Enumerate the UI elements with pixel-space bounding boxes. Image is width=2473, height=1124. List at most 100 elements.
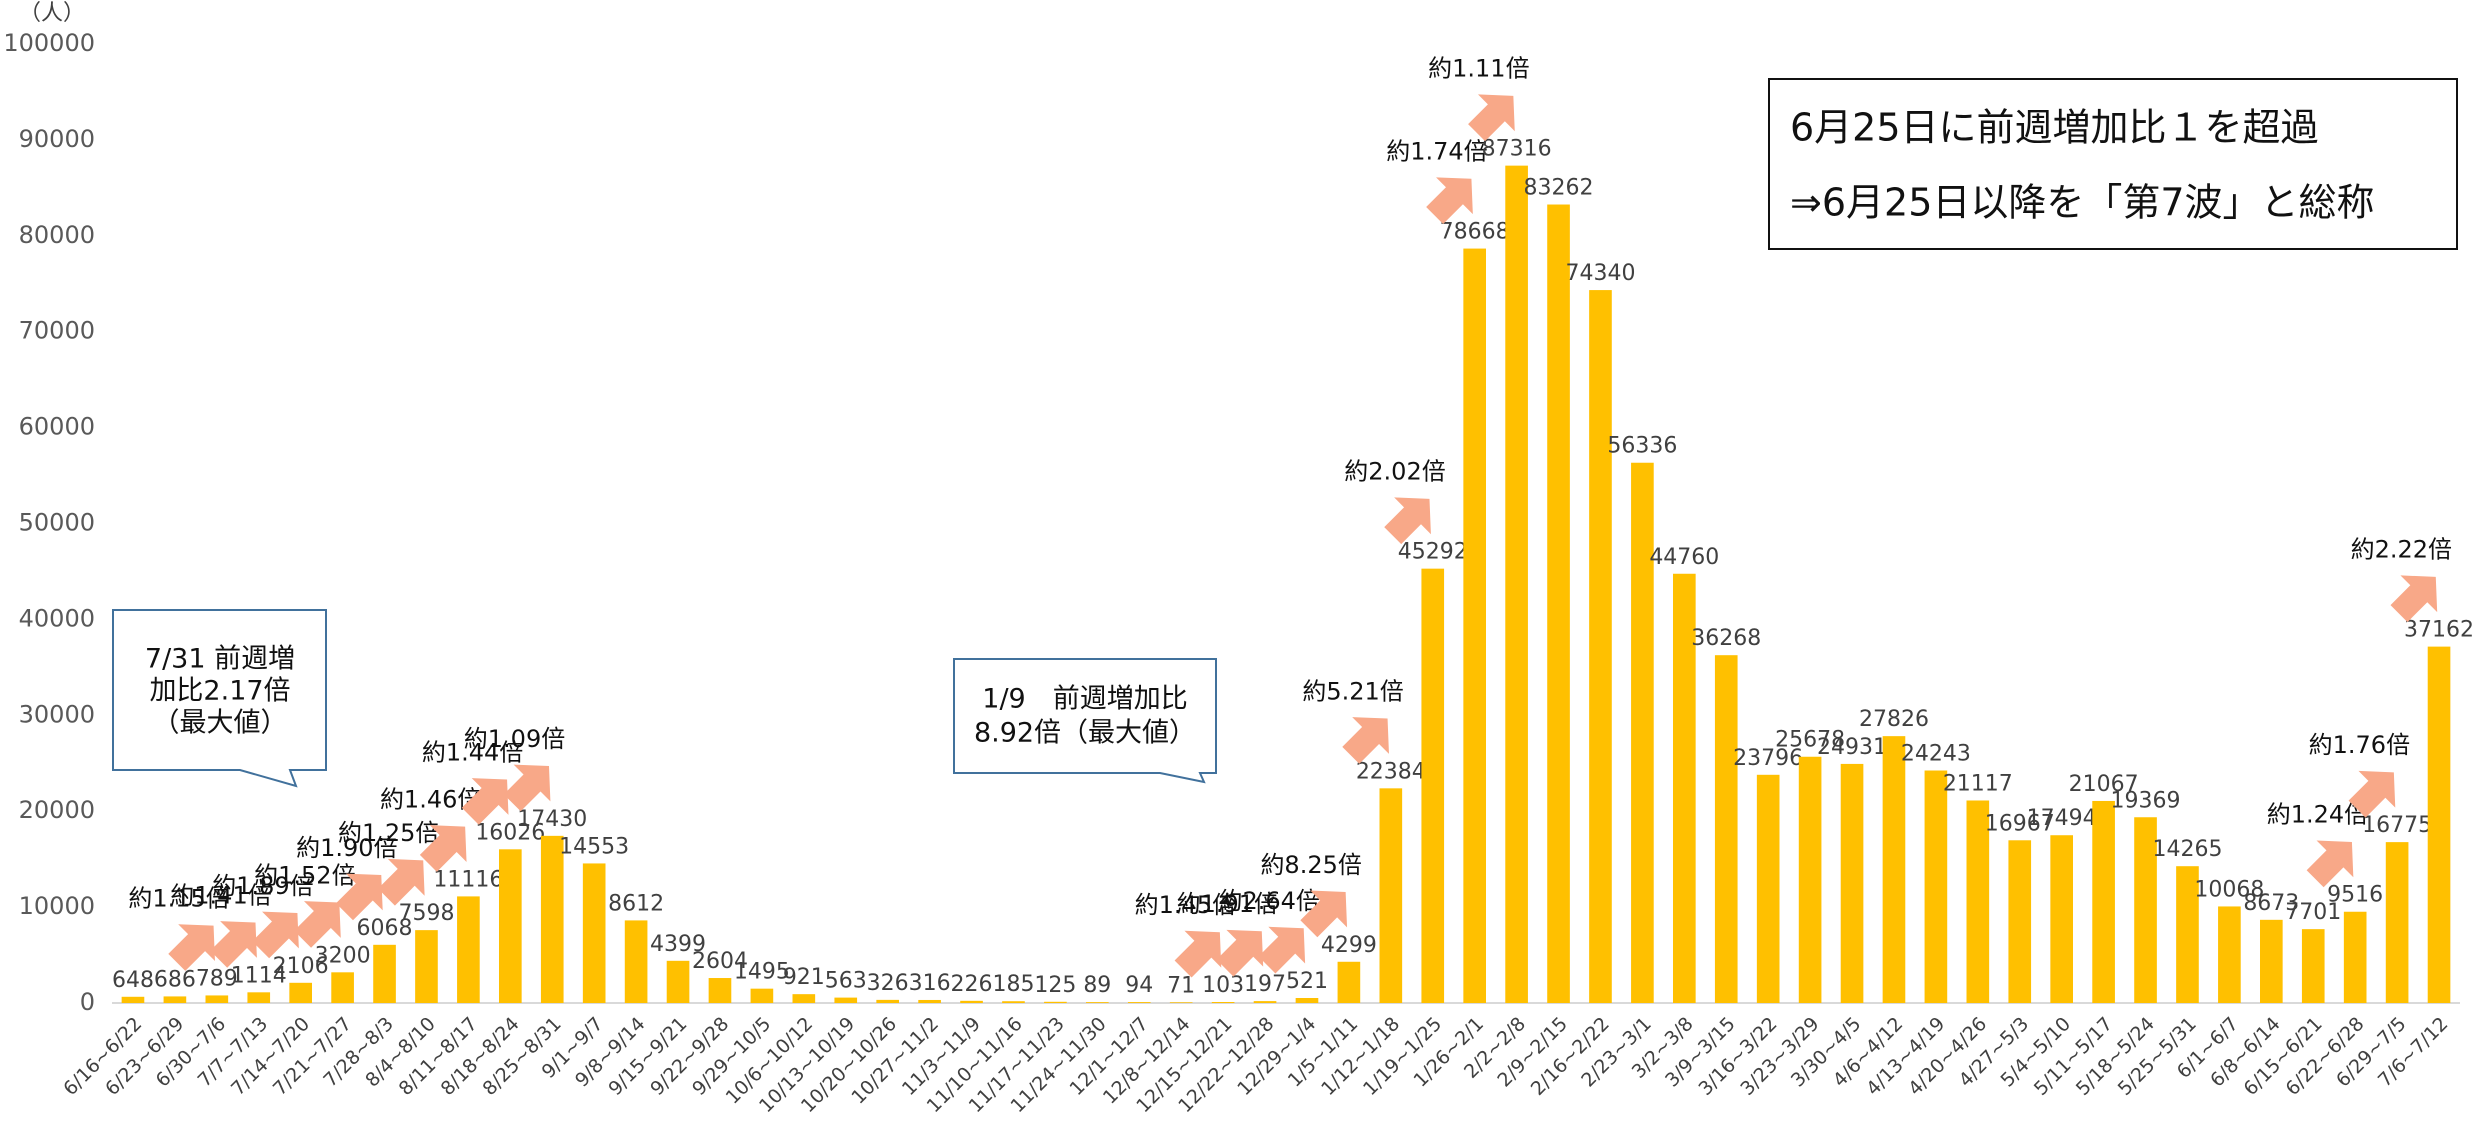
bar [834, 997, 858, 1003]
arrow-shape [2306, 840, 2354, 888]
ratio-arrow [461, 778, 509, 825]
ratio-arrow [168, 924, 215, 971]
ratio-arrow [419, 825, 467, 872]
value-label: 71 [1167, 973, 1195, 998]
value-label: 1114 [231, 963, 287, 988]
ratio-label: 約1.52倍 [254, 861, 355, 889]
ratio-label: 約1.89倍 [212, 872, 313, 900]
value-label: 23796 [1733, 746, 1803, 771]
ratio-arrow [210, 921, 257, 968]
ratio-arrow [377, 858, 425, 906]
value-label: 16775 [2362, 813, 2432, 838]
bar [2385, 842, 2409, 1003]
bar [1002, 1001, 1025, 1003]
bar [1547, 204, 1570, 1003]
ratio-arrow [503, 764, 551, 812]
bar [205, 995, 229, 1003]
ratio-arrow [336, 873, 383, 921]
value-label: 563 [825, 969, 867, 994]
ratio-label: 約1.24倍 [2267, 801, 2368, 829]
ratio-arrow [1426, 177, 1473, 225]
value-label: 37162 [2404, 618, 2473, 643]
arrow-shape [503, 764, 551, 812]
y-tick-label: 60000 [19, 413, 95, 441]
ratio-arrow [1216, 929, 1264, 977]
bar [1379, 788, 1403, 1003]
bar [1463, 248, 1486, 1004]
bar [2260, 919, 2283, 1003]
ratio-arrow [1300, 890, 1348, 938]
value-label: 7598 [398, 901, 454, 926]
bar [499, 849, 522, 1003]
value-label: 6068 [357, 916, 413, 941]
value-label: 3200 [315, 943, 371, 968]
callout: 7/31 前週増 加比2.17倍 （最大値） [112, 609, 327, 788]
value-label: 87316 [1482, 137, 1552, 162]
value-label: 2106 [273, 954, 329, 979]
value-label: 25678 [1775, 728, 1845, 753]
ratio-label: 約5.21倍 [1302, 677, 1403, 705]
bar [415, 930, 438, 1003]
bar [1505, 165, 1528, 1004]
bar [876, 999, 899, 1003]
bar [331, 972, 354, 1003]
ratio-arrow [1258, 926, 1306, 974]
value-label: 17494 [2027, 806, 2097, 831]
value-label: 11116 [433, 867, 503, 892]
bar [666, 960, 690, 1003]
bar [2050, 835, 2073, 1003]
bar [1798, 756, 1822, 1003]
ratio-label: 約1.44倍 [422, 738, 523, 766]
value-label: 197 [1244, 972, 1286, 997]
ratio-label: 約1.45倍 [1135, 891, 1236, 919]
value-label: 24243 [1901, 742, 1971, 767]
value-label: 89 [1083, 973, 1111, 998]
note-frame [1768, 78, 2458, 250]
value-label: 921 [783, 965, 825, 990]
bar [289, 982, 312, 1003]
callout-frame [953, 658, 1217, 784]
arrow-shape [1174, 930, 1222, 978]
bar [624, 920, 648, 1003]
value-label: 4399 [650, 932, 706, 957]
value-label: 21067 [2069, 772, 2139, 797]
ratio-label: 約1.15倍 [128, 884, 229, 912]
bar [457, 896, 480, 1003]
y-tick-label: 70000 [19, 317, 95, 345]
value-label: 94 [1125, 973, 1153, 998]
callout-text: 加比2.17倍 [149, 676, 290, 707]
value-label: 19369 [2111, 788, 2181, 813]
ratio-arrow [2306, 840, 2354, 888]
bar [582, 863, 606, 1003]
value-label: 17430 [517, 807, 587, 832]
y-tick-label: 30000 [19, 700, 95, 728]
bar [1840, 763, 1864, 1003]
value-label: 83262 [1524, 176, 1594, 201]
bar [1127, 1002, 1151, 1003]
callout-text: （最大値） [153, 708, 288, 739]
y-tick-label: 20000 [19, 796, 95, 824]
value-label: 14265 [2152, 837, 2222, 862]
bar [1589, 290, 1612, 1003]
bar [247, 992, 271, 1003]
callout: 1/9 前週増加比 8.92倍（最大値） [953, 658, 1217, 784]
bar [373, 944, 396, 1003]
value-label: 16026 [475, 820, 545, 845]
bar [918, 999, 941, 1003]
value-label: 36268 [1691, 626, 1761, 651]
ratio-arrow [1342, 717, 1389, 764]
arrow-shape [252, 911, 299, 959]
ratio-label: 約2.64倍 [1219, 887, 1320, 915]
arrow-shape [1258, 926, 1306, 974]
bar [163, 996, 187, 1003]
value-label: 27826 [1859, 707, 1929, 732]
arrow-shape [2348, 770, 2396, 818]
value-label: 44760 [1649, 545, 1719, 570]
value-label: 21117 [1943, 771, 2013, 796]
bar [1044, 1001, 1067, 1003]
bar [1714, 655, 1738, 1003]
bar [1882, 736, 1906, 1003]
bar [1966, 800, 1990, 1003]
y-tick-label: 10000 [19, 892, 95, 920]
